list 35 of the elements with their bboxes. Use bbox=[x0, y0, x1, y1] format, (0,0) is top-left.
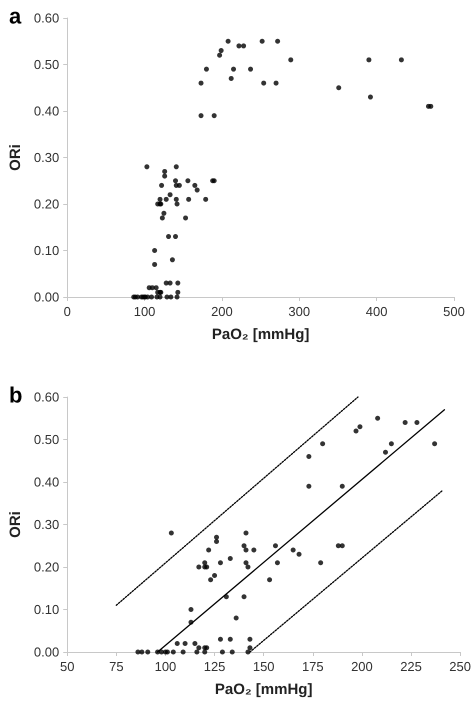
y-tick-label: 0.50 bbox=[34, 57, 60, 72]
x-axis-title: PaO₂ [mmHg] bbox=[212, 326, 310, 343]
chart-title: b bbox=[9, 382, 22, 408]
y-tick-label: 0.10 bbox=[34, 602, 60, 617]
x-tick-label: 125 bbox=[204, 659, 226, 674]
y-tick-label: 0.30 bbox=[34, 150, 60, 165]
x-tick-label: 175 bbox=[302, 659, 324, 674]
x-tick-label: 50 bbox=[60, 659, 74, 674]
x-tick-label: 400 bbox=[366, 304, 388, 319]
x-tick-label: 150 bbox=[252, 659, 275, 674]
y-tick-label: 0.20 bbox=[34, 196, 60, 212]
x-axis-title: PaO₂ [mmHg] bbox=[214, 681, 312, 698]
y-tick-label: 0.30 bbox=[34, 517, 60, 532]
y-tick-label: 0.60 bbox=[34, 10, 60, 26]
y-tick-label: 0.00 bbox=[34, 644, 60, 660]
chart-title: a bbox=[9, 4, 22, 28]
y-axis-title: ORi bbox=[7, 144, 24, 171]
x-tick-label: 300 bbox=[288, 304, 310, 319]
x-tick-label: 75 bbox=[109, 659, 124, 674]
x-tick-label: 100 bbox=[134, 304, 156, 319]
y-tick-label: 0.40 bbox=[34, 474, 60, 490]
y-tick-label: 0.50 bbox=[34, 432, 60, 447]
y-tick-label: 0.60 bbox=[34, 390, 60, 404]
x-tick-label: 250 bbox=[449, 659, 472, 674]
y-tick-label: 0.20 bbox=[34, 560, 60, 574]
y-axis-title: ORi bbox=[7, 511, 24, 538]
x-tick-label: 200 bbox=[211, 304, 233, 319]
y-tick-label: 0.40 bbox=[34, 104, 60, 118]
y-tick-label: 0.10 bbox=[34, 243, 60, 258]
x-tick-label: 100 bbox=[154, 659, 176, 674]
x-tick-label: 0 bbox=[64, 304, 71, 319]
x-tick-label: 225 bbox=[400, 659, 422, 674]
x-tick-label: 500 bbox=[443, 304, 465, 319]
x-tick-label: 200 bbox=[351, 659, 373, 674]
y-tick-label: 0.00 bbox=[34, 290, 60, 304]
